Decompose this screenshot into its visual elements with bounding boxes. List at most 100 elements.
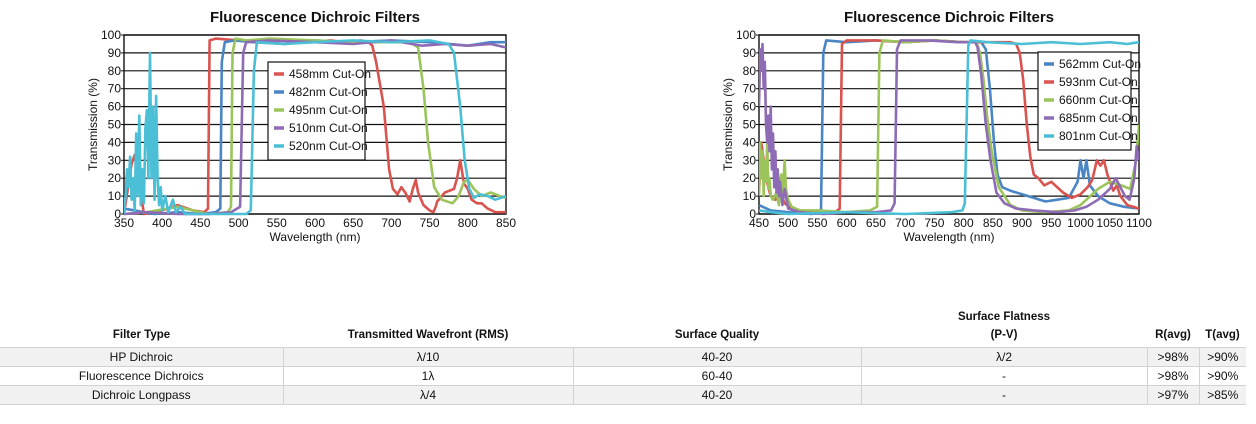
table-cell: >97% [1147,384,1200,405]
x-tick-label: 700 [895,216,915,230]
legend-label: 482nm Cut-On [289,85,368,99]
header-surface-flatness: Surface Flatness (P-V) [861,307,1147,347]
y-tick-label: 80 [108,64,122,78]
header-transmitted-wavefront: Transmitted Wavefront (RMS) [347,328,509,341]
specs-table: Filter Type Transmitted Wavefront (RMS) … [0,307,1246,405]
x-tick-label: 550 [807,216,827,230]
series-group [124,37,506,216]
legend-label: 562mm Cut-On [1059,57,1141,71]
table-cell: λ/4 [283,384,574,405]
legend-box [267,61,366,161]
y-tick-label: 10 [743,189,757,203]
x-tick-label: 750 [924,216,944,230]
header-r-avg: R(avg) [1155,328,1191,341]
table-cell: Dichroic Longpass [0,384,284,405]
table-cell: >98% [1147,365,1200,385]
x-tick-label: 750 [420,216,440,230]
table-cell: >98% [1147,346,1200,366]
table-cell: 40-20 [573,346,862,366]
x-tick-label: 600 [305,216,325,230]
y-tick-label: 0 [749,207,756,221]
y-tick-label: 100 [736,28,756,42]
series-line-4 [124,39,506,216]
legend-label: 593nm Cut-On [1059,75,1138,89]
x-tick-label: 1000 [1067,216,1094,230]
chart-title: Fluorescence Dichroic Filters [844,9,1054,26]
legend-label: 660nm Cut-On [1059,93,1138,107]
x-axis-label: Wavelength (nm) [270,230,361,244]
y-tick-label: 70 [743,82,757,96]
x-tick-label: 650 [343,216,363,230]
x-tick-label: 800 [458,216,478,230]
table-cell: Fluorescence Dichroics [0,365,284,385]
y-tick-label: 40 [108,135,122,149]
y-tick-label: 0 [114,207,121,221]
chart-svg-1: Fluorescence Dichroic Filters 0 10 20 30 40 50… [721,9,1152,244]
y-tick-label: 20 [108,171,122,185]
legend-label: 495nm Cut-On [289,103,368,117]
table-cell: λ/10 [283,346,574,366]
table-cell: >90% [1199,365,1246,385]
legend-label: 685nm Cut-On [1059,111,1138,125]
x-tick-label: 450 [190,216,210,230]
x-tick-label: 850 [496,216,516,230]
y-tick-label: 70 [108,82,122,96]
table-cell: 40-20 [573,384,862,405]
header-surface-flatness-label: Surface Flatness [957,310,1051,323]
header-filter-type: Filter Type [112,328,171,341]
table-cell: 1λ [283,365,574,385]
y-tick-label: 50 [108,118,122,132]
x-axis-label: Wavelength (nm) [904,230,995,244]
x-tick-label: 1050 [1096,216,1123,230]
x-tick-label: 500 [778,216,798,230]
table-cell: HP Dichroic [0,346,284,366]
table-cell: λ/2 [861,346,1148,366]
table-row: HP Dichroic λ/10 40-20 λ/2 >98% >90% [0,346,1246,366]
table-cell: >90% [1199,346,1246,366]
legend-label: 520nm Cut-On [289,139,368,153]
x-tick-label: 800 [954,216,974,230]
series-line-4 [759,39,1139,216]
x-tick-label: 500 [229,216,249,230]
x-tick-label: 400 [152,216,172,230]
chart-svg-0: Fluorescence Dichroic Filters 0 10 20 30 40 50… [86,9,516,244]
x-tick-label: 950 [1041,216,1061,230]
x-tick-label: 450 [749,216,769,230]
legend-label: 801nm Cut-On [1059,129,1138,143]
y-tick-label: 100 [101,28,121,42]
table-cell: >85% [1199,384,1246,405]
y-tick-label: 60 [108,100,122,114]
x-tick-label: 550 [267,216,287,230]
y-tick-label: 20 [743,171,757,185]
header-surface-quality: Surface Quality [674,328,760,341]
header-t-avg: T(avg) [1205,328,1240,341]
y-tick-label: 80 [743,64,757,78]
legend-label: 510nm Cut-On [289,121,368,135]
table-cell: - [861,384,1148,405]
x-tick-label: 1100 [1126,216,1152,230]
chart-right: Fluorescence Dichroic Filters 0 10 20 30 40 50… [700,0,1180,260]
chart-title: Fluorescence Dichroic Filters [210,9,420,26]
y-tick-label: 30 [108,153,122,167]
series-line-3 [759,39,1139,216]
y-tick-label: 60 [743,100,757,114]
y-tick-label: 10 [108,189,122,203]
y-tick-label: 50 [743,118,757,132]
header-surface-flatness-unit: (P-V) [990,328,1018,341]
y-tick-label: 90 [743,46,757,60]
table-cell: - [861,365,1148,385]
table-row: Dichroic Longpass λ/4 40-20 - >97% >85% [0,384,1246,405]
series-group [759,39,1139,216]
y-axis-label: Transmission (%) [86,78,100,171]
table-header-row: Filter Type Transmitted Wavefront (RMS) … [0,307,1246,347]
chart-left: Fluorescence Dichroic Filters 0 10 20 30 40 50… [70,0,530,260]
table-cell: 60-40 [573,365,862,385]
y-tick-label: 90 [108,46,122,60]
y-tick-label: 40 [743,135,757,149]
x-tick-label: 600 [837,216,857,230]
legend-label: 458mm Cut-On [289,67,371,81]
y-tick-label: 30 [743,153,757,167]
table-row: Fluorescence Dichroics 1λ 60-40 - >98% >… [0,365,1246,385]
x-tick-label: 650 [866,216,886,230]
series-line-0 [124,37,506,216]
